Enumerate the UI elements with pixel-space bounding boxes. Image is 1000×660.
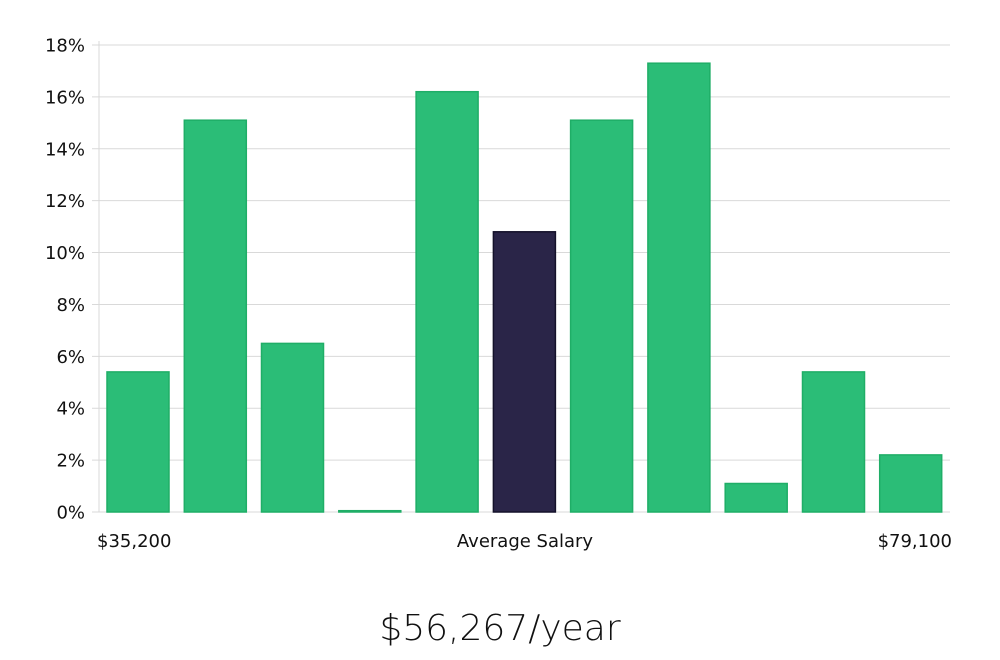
- y-tick-label: 0%: [56, 503, 85, 524]
- bar: [878, 454, 943, 513]
- bar: [647, 62, 711, 513]
- y-tick-label: 12%: [45, 191, 85, 212]
- y-tick-label: 16%: [45, 87, 85, 108]
- bar: [569, 119, 634, 513]
- y-tick-label: 2%: [56, 451, 85, 472]
- x-axis-label: Average Salary: [457, 531, 594, 552]
- bar-average-salary: [492, 231, 557, 513]
- bar: [801, 371, 866, 513]
- y-tick-label: 14%: [45, 139, 85, 160]
- y-axis-ticks: 0% 2% 4% 6% 8% 10% 12% 14% 16% 18%: [45, 36, 85, 524]
- y-tick-label: 4%: [56, 399, 85, 420]
- bar: [338, 509, 402, 513]
- y-tick-label: 18%: [45, 36, 85, 57]
- bar: [260, 342, 325, 513]
- x-max-label: $79,100: [878, 531, 952, 552]
- y-tick-label: 8%: [56, 295, 85, 316]
- average-salary-headline: $56,267/year: [379, 608, 621, 649]
- y-tick-label: 6%: [56, 347, 85, 368]
- salary-histogram: 0% 2% 4% 6% 8% 10% 12% 14% 16% 18% $35,200 Averag…: [45, 36, 952, 553]
- bar: [415, 90, 479, 513]
- bar: [724, 482, 788, 513]
- y-tick-label: 10%: [45, 243, 85, 264]
- x-min-label: $35,200: [97, 531, 171, 552]
- bar: [183, 119, 248, 513]
- bar: [106, 371, 170, 513]
- bars: [106, 62, 943, 513]
